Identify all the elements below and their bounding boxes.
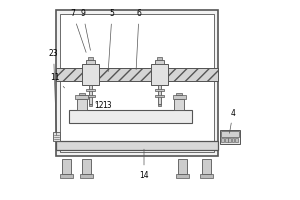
Bar: [82, 64, 99, 85]
Bar: [200, 174, 213, 178]
Text: 11: 11: [50, 72, 64, 88]
Text: 5: 5: [108, 9, 114, 72]
Bar: [62, 159, 71, 174]
Text: 23: 23: [49, 49, 58, 135]
Bar: [157, 57, 163, 60]
Bar: [228, 138, 231, 142]
Text: 6: 6: [136, 9, 141, 70]
Text: 12: 12: [94, 100, 104, 110]
Bar: [86, 95, 94, 97]
Bar: [155, 95, 164, 97]
Bar: [86, 60, 95, 64]
Bar: [79, 93, 85, 95]
Bar: [89, 104, 92, 106]
Bar: [176, 93, 182, 95]
Bar: [176, 174, 189, 178]
Text: 7: 7: [70, 9, 86, 52]
Bar: [151, 64, 168, 85]
Bar: [77, 99, 87, 110]
Bar: [224, 141, 234, 144]
Bar: [235, 138, 238, 142]
Bar: [60, 174, 73, 178]
Bar: [158, 104, 161, 106]
Bar: [56, 10, 218, 156]
Bar: [53, 132, 60, 141]
Text: 13: 13: [96, 102, 112, 110]
Bar: [155, 60, 164, 64]
Bar: [232, 138, 234, 142]
Bar: [82, 159, 91, 174]
Bar: [174, 99, 184, 110]
Text: 4: 4: [230, 108, 236, 133]
Bar: [56, 141, 218, 150]
Bar: [75, 95, 88, 99]
Bar: [56, 68, 218, 81]
Bar: [173, 95, 186, 99]
Bar: [220, 130, 240, 144]
Bar: [80, 174, 93, 178]
Bar: [88, 57, 94, 60]
Bar: [69, 110, 192, 123]
Text: 14: 14: [139, 149, 149, 180]
Bar: [88, 85, 92, 104]
Bar: [60, 14, 214, 152]
Bar: [221, 138, 224, 142]
Bar: [178, 159, 187, 174]
Bar: [155, 89, 164, 91]
Bar: [158, 85, 161, 104]
Bar: [225, 138, 228, 142]
Bar: [221, 131, 239, 137]
Text: 9: 9: [81, 9, 90, 50]
Bar: [202, 159, 211, 174]
Bar: [86, 89, 95, 91]
